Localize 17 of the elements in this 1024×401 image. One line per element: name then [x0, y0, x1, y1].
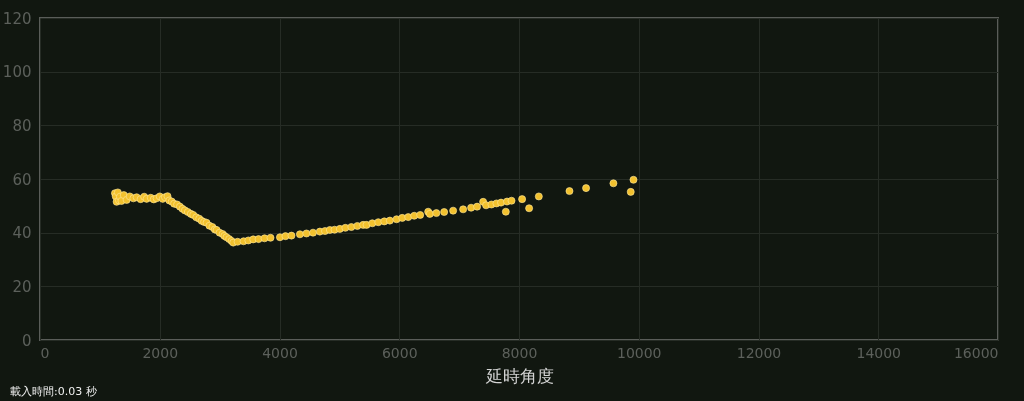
y-tick-label: 120 [2, 9, 32, 28]
x-tick-label: 12000 [736, 344, 782, 361]
x-tick-label: 10000 [616, 344, 662, 361]
x-tick-label: 4000 [262, 344, 298, 361]
x-tick-label: 0 [40, 344, 50, 361]
x-tick-label: 16000 [953, 344, 999, 361]
text: 載入時間:0.03 秒 [10, 385, 97, 398]
x-tick-label: 2000 [142, 344, 179, 361]
y-tick-label: 100 [2, 63, 32, 82]
y-tick-label: 80 [12, 116, 32, 135]
x-tick-label: 8000 [501, 344, 538, 361]
y-tick-label: 40 [12, 224, 32, 243]
x-tick-label: 14000 [856, 344, 902, 361]
x-tick-label: 6000 [381, 344, 418, 361]
y-tick-label: 60 [12, 170, 32, 189]
x-axis-title: 延時角度 [484, 365, 554, 386]
y-tick-label: 20 [12, 277, 32, 296]
